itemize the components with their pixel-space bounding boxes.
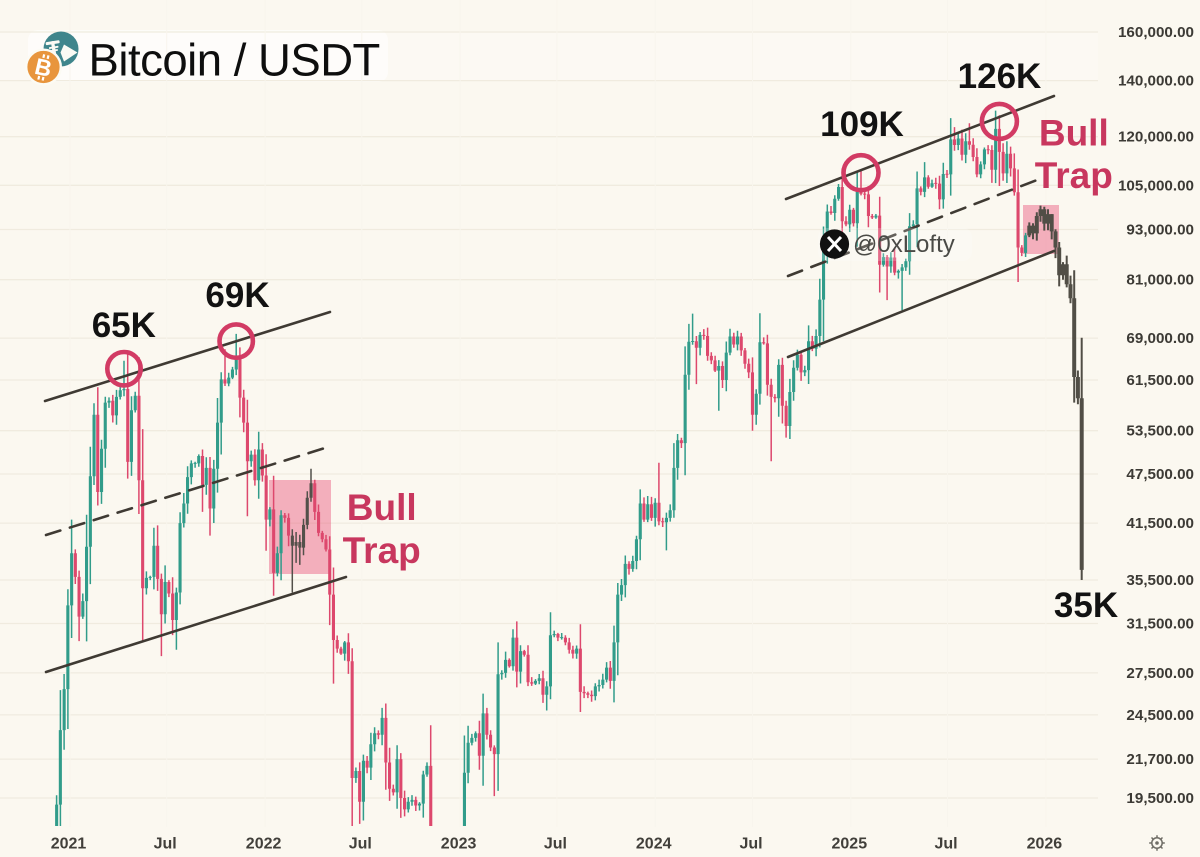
svg-text:Bull: Bull — [1039, 113, 1109, 154]
svg-text:2023: 2023 — [441, 836, 477, 853]
svg-text:35K: 35K — [1054, 586, 1118, 625]
svg-text:69K: 69K — [205, 276, 269, 315]
svg-text:B: B — [32, 53, 54, 82]
svg-text:2021: 2021 — [51, 836, 87, 853]
svg-text:69,000.00: 69,000.00 — [1126, 330, 1194, 347]
svg-text:160,000.00: 160,000.00 — [1118, 24, 1194, 41]
svg-text:27,500.00: 27,500.00 — [1126, 665, 1194, 682]
svg-text:Jul: Jul — [544, 836, 567, 853]
svg-text:2024: 2024 — [636, 836, 672, 853]
svg-text:105,000.00: 105,000.00 — [1118, 177, 1194, 194]
svg-text:Trap: Trap — [1035, 155, 1113, 196]
svg-text:Bitcoin / USDT: Bitcoin / USDT — [89, 35, 380, 86]
svg-text:Trap: Trap — [343, 530, 421, 571]
svg-text:109K: 109K — [820, 105, 904, 144]
svg-text:35,500.00: 35,500.00 — [1126, 572, 1194, 589]
svg-text:93,000.00: 93,000.00 — [1126, 222, 1194, 239]
svg-text:Jul: Jul — [349, 836, 372, 853]
svg-text:19,500.00: 19,500.00 — [1126, 790, 1194, 807]
svg-text:61,500.00: 61,500.00 — [1126, 372, 1194, 389]
svg-text:47,500.00: 47,500.00 — [1126, 466, 1194, 483]
svg-text:21,700.00: 21,700.00 — [1126, 751, 1194, 768]
svg-text:2026: 2026 — [1027, 836, 1063, 853]
svg-text:Jul: Jul — [154, 836, 177, 853]
svg-text:Jul: Jul — [934, 836, 957, 853]
svg-text:Jul: Jul — [739, 836, 762, 853]
svg-text:31,500.00: 31,500.00 — [1126, 616, 1194, 633]
svg-text:53,500.00: 53,500.00 — [1126, 423, 1194, 440]
svg-text:41,500.00: 41,500.00 — [1126, 515, 1194, 532]
svg-text:120,000.00: 120,000.00 — [1118, 129, 1194, 146]
svg-text:Bull: Bull — [347, 487, 417, 528]
svg-text:2022: 2022 — [246, 836, 282, 853]
svg-text:24,500.00: 24,500.00 — [1126, 707, 1194, 724]
svg-text:81,000.00: 81,000.00 — [1126, 272, 1194, 289]
svg-text:126K: 126K — [958, 57, 1042, 96]
svg-text:140,000.00: 140,000.00 — [1118, 73, 1194, 90]
svg-text:65K: 65K — [92, 306, 156, 345]
svg-text:@0xLofty: @0xLofty — [853, 231, 955, 258]
svg-text:2025: 2025 — [832, 836, 868, 853]
